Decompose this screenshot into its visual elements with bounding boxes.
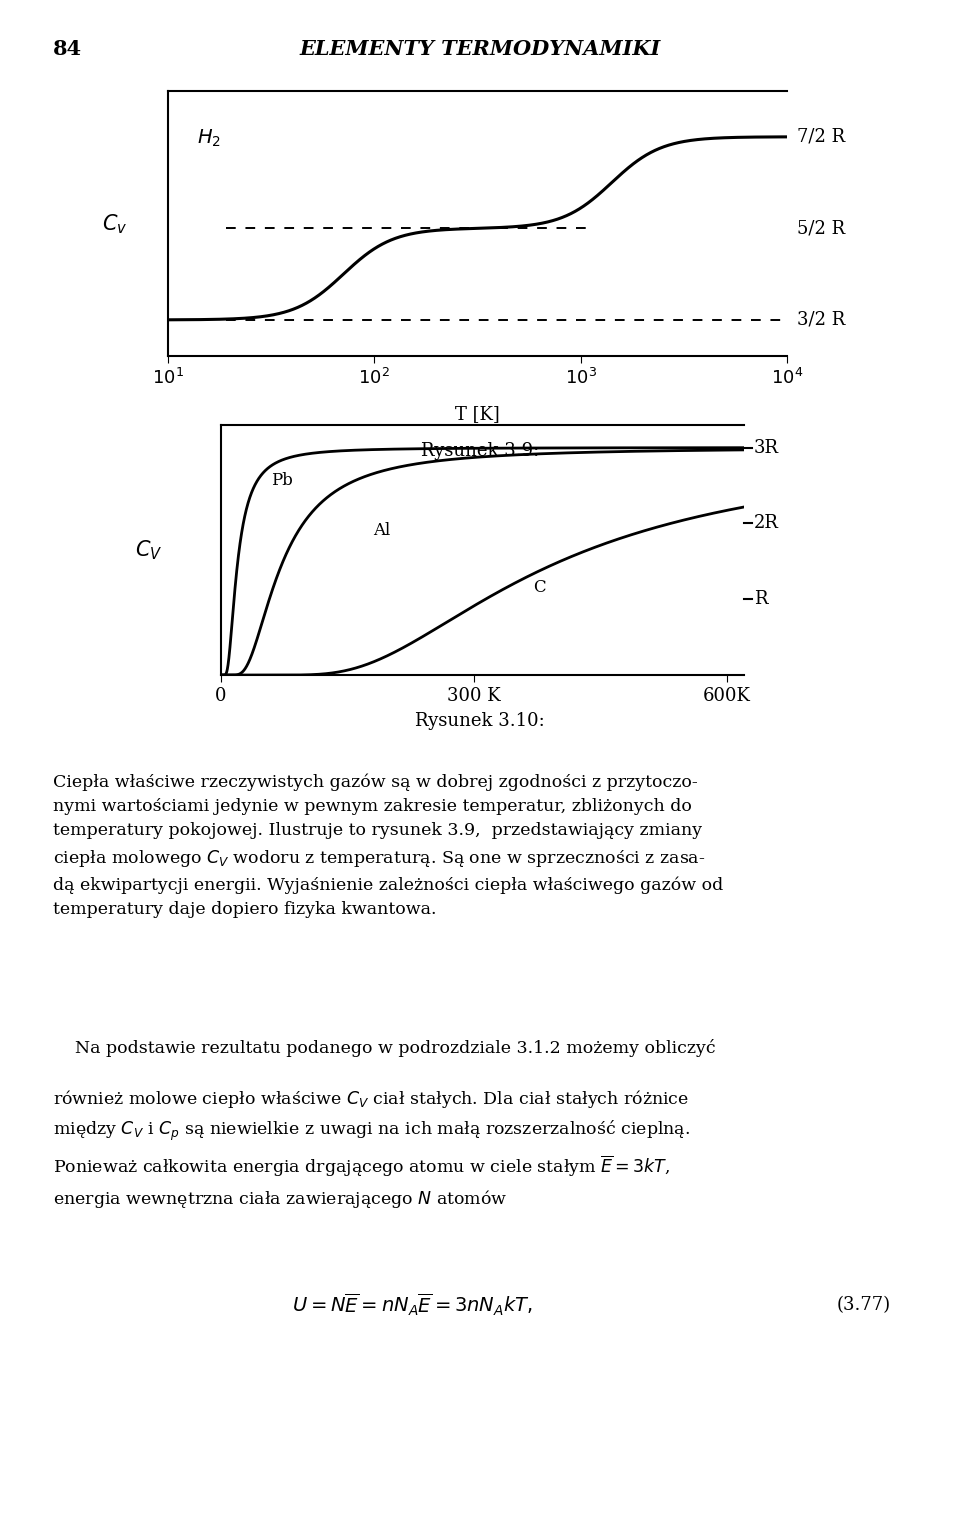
Text: Rysunek 3.9:: Rysunek 3.9: xyxy=(420,441,540,460)
Text: 7/2 R: 7/2 R xyxy=(797,127,845,146)
Text: T [K]: T [K] xyxy=(455,405,500,423)
Text: C: C xyxy=(533,578,545,596)
Text: 3/2 R: 3/2 R xyxy=(797,311,845,329)
Text: 5/2 R: 5/2 R xyxy=(797,220,845,237)
Text: 84: 84 xyxy=(53,39,82,59)
Text: ELEMENTY TERMODYNAMIKI: ELEMENTY TERMODYNAMIKI xyxy=(300,39,660,59)
Text: $U = N\overline{E} = nN_A\overline{E} = 3nN_AkT,$: $U = N\overline{E} = nN_A\overline{E} = … xyxy=(293,1291,533,1318)
Text: Ciepła właściwe rzeczywistych gazów są w dobrej zgodności z przytoczo-
nymi wart: Ciepła właściwe rzeczywistych gazów są w… xyxy=(53,774,723,918)
Text: Al: Al xyxy=(372,522,390,539)
Text: $C_V$: $C_V$ xyxy=(135,539,162,561)
Text: (3.77): (3.77) xyxy=(837,1296,891,1314)
Text: R: R xyxy=(754,590,767,608)
Text: Rysunek 3.10:: Rysunek 3.10: xyxy=(415,711,545,730)
Text: $H_2$: $H_2$ xyxy=(197,127,221,150)
Text: Pb: Pb xyxy=(272,472,294,490)
Text: $C_v$: $C_v$ xyxy=(103,212,128,235)
Text: Na podstawie rezultatu podanego w podrozdziale 3.1.2 możemy obliczyć: Na podstawie rezultatu podanego w podroz… xyxy=(53,1039,715,1057)
Text: również molowe ciepło właściwe $C_V$ ciał stałych. Dla ciał stałych różnice
międ: również molowe ciepło właściwe $C_V$ cia… xyxy=(53,1088,690,1209)
Text: 3R: 3R xyxy=(754,438,779,457)
Text: 2R: 2R xyxy=(754,514,779,532)
